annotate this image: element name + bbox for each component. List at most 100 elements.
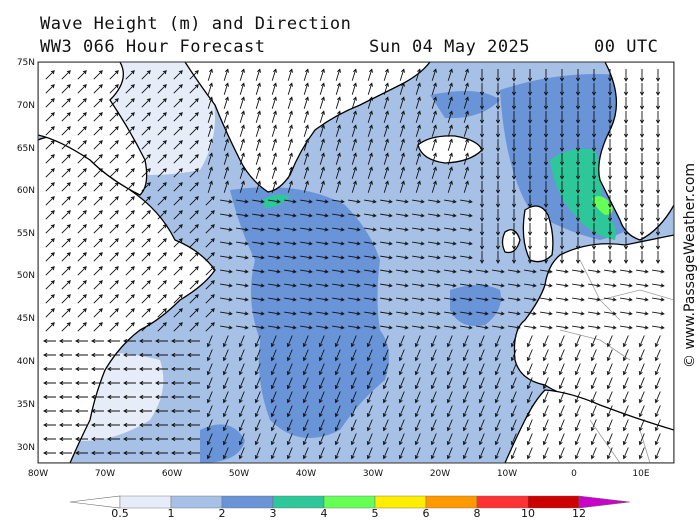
wave-arrow: [590, 377, 597, 390]
wave-arrow: [45, 196, 55, 206]
wave-arrow: [93, 70, 103, 80]
wave-arrow: [623, 83, 629, 96]
wave-arrow: [396, 227, 409, 232]
wave-arrow: [316, 311, 329, 316]
wave-arrow: [415, 180, 421, 193]
wave-arrow: [479, 111, 485, 124]
lat-label: 55N: [17, 229, 35, 239]
wave-arrow: [271, 180, 277, 193]
wave-arrow: [591, 125, 597, 138]
legend-label: 0.5: [111, 507, 129, 520]
wave-arrow: [447, 96, 453, 109]
wave-arrow: [462, 433, 469, 446]
wave-arrow: [189, 266, 199, 276]
wave-arrow: [543, 111, 549, 124]
wave-arrow: [316, 269, 329, 274]
wave-arrow: [463, 68, 469, 81]
wave-arrow: [543, 223, 549, 236]
wave-arrow: [319, 138, 325, 151]
wave-arrow: [606, 405, 613, 418]
wave-arrow: [396, 241, 409, 246]
wave-arrow: [492, 283, 505, 288]
wave-arrow: [61, 322, 71, 332]
wave-arrow: [157, 70, 167, 80]
wave-arrow: [43, 352, 56, 358]
wave-arrow: [396, 213, 409, 218]
wave-arrow: [414, 349, 421, 362]
wave-arrow: [205, 308, 215, 318]
wave-arrow: [300, 227, 313, 232]
wave-arrow: [431, 180, 437, 193]
wave-arrow: [543, 195, 549, 208]
lon-label: 60W: [162, 469, 182, 479]
wave-arrow: [574, 377, 581, 390]
wave-arrow: [382, 377, 389, 390]
wave-arrow: [255, 110, 261, 123]
wave-arrow: [187, 450, 200, 456]
wave-arrow: [45, 224, 55, 234]
wave-arrow: [43, 450, 56, 456]
wave-arrow: [495, 195, 501, 208]
wave-arrow: [575, 139, 581, 152]
wave-arrow: [77, 266, 87, 276]
wave-arrow: [207, 124, 213, 137]
wave-arrow: [205, 266, 215, 276]
wave-arrow: [574, 447, 581, 460]
wave-arrow: [559, 125, 565, 138]
wave-arrow: [524, 269, 537, 274]
wave-arrow: [270, 405, 277, 418]
wave-arrow: [334, 335, 341, 348]
wave-arrow: [380, 311, 393, 316]
longitude-labels: 80W 70W 60W 50W 40W 30W 20W 10W 0 10E: [28, 469, 650, 479]
wave-arrow: [478, 335, 485, 348]
wave-arrow: [558, 391, 565, 404]
wave-arrow: [157, 168, 167, 178]
wave-arrow: [332, 325, 345, 330]
wave-arrow: [286, 363, 293, 376]
wave-arrow: [125, 252, 135, 262]
wave-arrow: [107, 408, 120, 414]
wave-arrow: [495, 69, 501, 82]
wave-arrow: [623, 69, 629, 82]
wave-arrow: [286, 377, 293, 390]
wave-arrow: [125, 294, 135, 304]
wave-arrow: [284, 269, 297, 274]
wave-arrow: [284, 311, 297, 316]
wave-arrow: [157, 322, 167, 332]
wave-arrow: [431, 152, 437, 165]
wave-arrow: [430, 419, 437, 432]
wave-arrow: [652, 283, 665, 288]
wave-arrow: [511, 167, 517, 180]
wave-arrow: [171, 436, 184, 442]
wave-arrow: [77, 126, 87, 136]
wave-arrow: [109, 308, 119, 318]
wave-arrow: [189, 182, 199, 192]
wave-arrow: [268, 241, 281, 246]
wave-arrow: [125, 140, 135, 150]
wave-arrow: [367, 166, 373, 179]
wave-arrow: [270, 391, 277, 404]
wave-arrow: [540, 311, 553, 316]
wave-arrow: [398, 433, 405, 446]
wave-arrow: [125, 196, 135, 206]
wave-arrow: [399, 166, 405, 179]
wave-arrow: [495, 251, 501, 264]
wave-arrow: [399, 110, 405, 123]
wave-arrow: [366, 363, 373, 376]
wave-arrow: [588, 297, 601, 302]
wave-arrow: [45, 140, 55, 150]
legend-label: 4: [320, 507, 328, 520]
wave-arrow: [239, 180, 245, 193]
wave-arrow: [590, 363, 597, 376]
wave-arrow: [302, 433, 309, 446]
wave-arrow: [77, 238, 87, 248]
wave-arrow: [364, 311, 377, 316]
wave-arrow: [125, 238, 135, 248]
wave-arrow: [270, 433, 277, 446]
wave-arrow: [508, 283, 521, 288]
wave-arrow: [222, 419, 229, 432]
wave-arrow: [91, 408, 104, 414]
wave-arrow: [476, 325, 489, 330]
wave-arrow: [446, 405, 453, 418]
wave-arrow: [623, 153, 629, 166]
